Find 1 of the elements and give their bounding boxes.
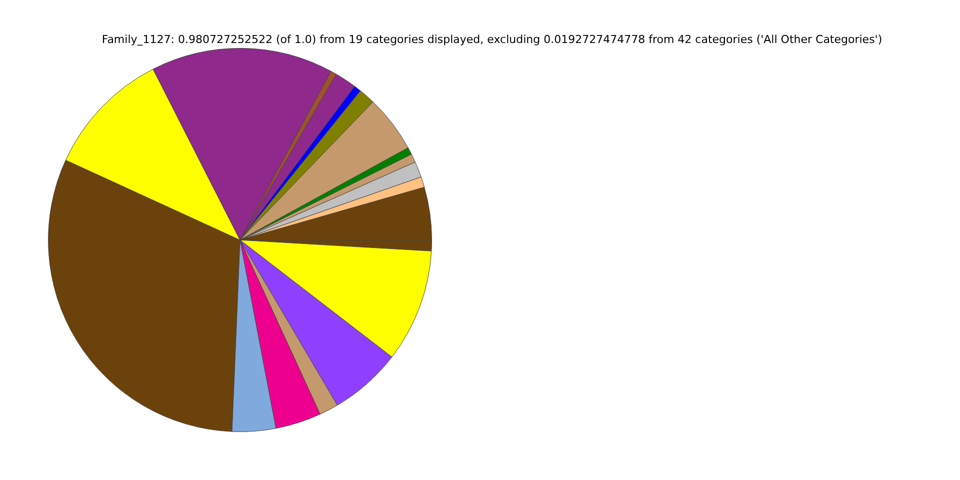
text: Family_1127: 0.980727252522 (of 1.0) from 19 categories displayed, excluding 0.0192727474778 from 42 categories ('All Other Categories') bbox=[100, 33, 884, 46]
